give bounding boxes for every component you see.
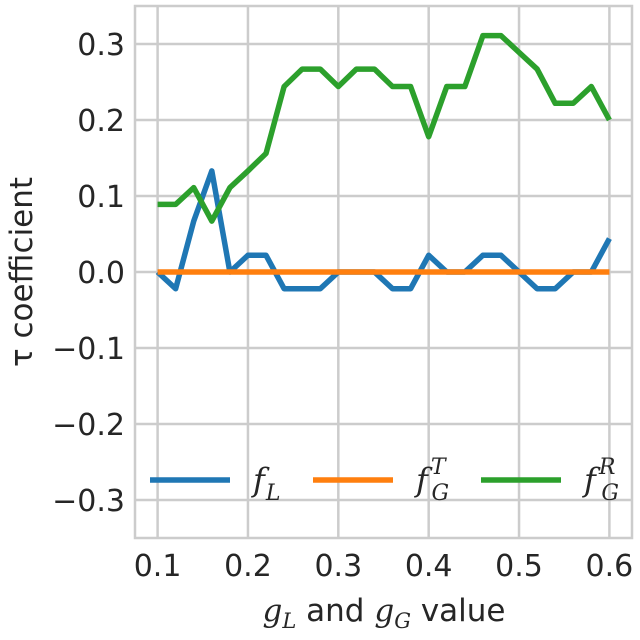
x-tick-label: 0.4: [405, 549, 453, 584]
y-axis-title: τ coefficient: [4, 177, 40, 367]
plot-frame: [133, 4, 634, 540]
y-tick-label: 0.3: [77, 28, 125, 63]
legend: fL f T G f R G: [150, 455, 619, 506]
y-tick-label: 0.0: [77, 256, 125, 291]
y-tick-label: −0.2: [52, 408, 125, 443]
y-tick-label: −0.1: [52, 332, 125, 367]
legend-label-1: fL: [251, 461, 280, 506]
x-tick-label: 0.3: [314, 549, 362, 584]
series-lines: [155, 32, 612, 292]
y-tick-label: 0.1: [77, 180, 125, 215]
y-tick-label: −0.3: [52, 484, 125, 519]
x-axis-title: gL and gG value: [262, 593, 505, 633]
series-line-3: [157, 32, 612, 224]
x-tick-label: 0.5: [495, 549, 543, 584]
x-tick-label: 0.1: [134, 549, 182, 584]
x-tick-label: 0.6: [586, 549, 634, 584]
series-line-1: [155, 168, 612, 292]
x-tick-label: 0.2: [224, 549, 272, 584]
y-tick-label: 0.2: [77, 104, 125, 139]
x-tick-labels: 0.1 0.2 0.3 0.4 0.5 0.6: [134, 549, 634, 584]
y-tick-labels: 0.3 0.2 0.1 0.0 −0.1 −0.2 −0.3: [52, 28, 125, 519]
